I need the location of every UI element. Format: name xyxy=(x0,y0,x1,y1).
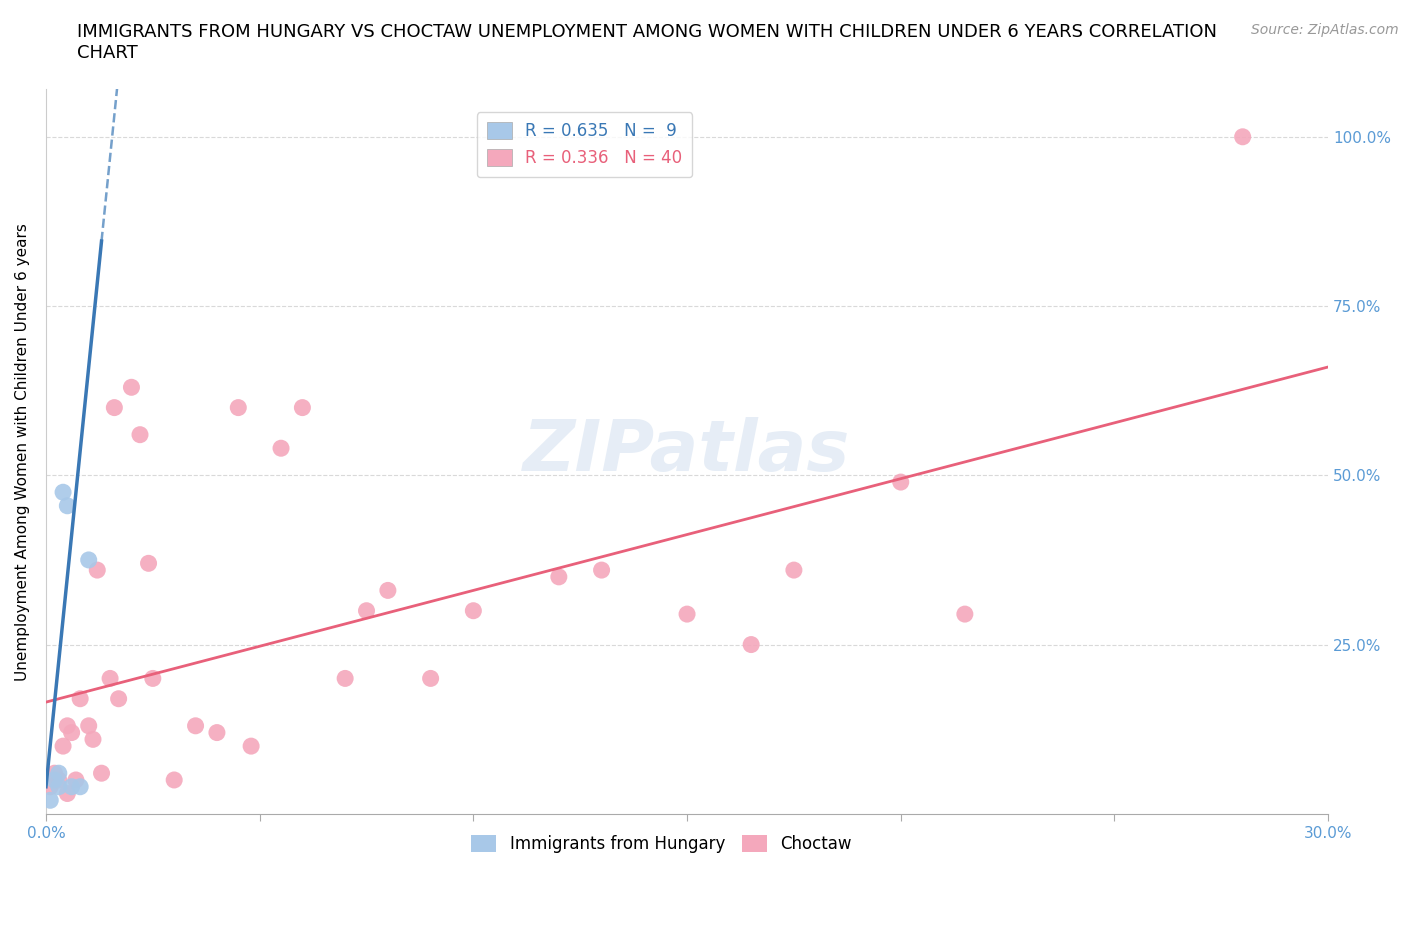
Point xyxy=(547,569,569,584)
Point xyxy=(163,773,186,788)
Legend: Immigrants from Hungary, Choctaw: Immigrants from Hungary, Choctaw xyxy=(464,829,858,860)
Point xyxy=(69,691,91,706)
Point xyxy=(291,400,314,415)
Text: IMMIGRANTS FROM HUNGARY VS CHOCTAW UNEMPLOYMENT AMONG WOMEN WITH CHILDREN UNDER : IMMIGRANTS FROM HUNGARY VS CHOCTAW UNEMP… xyxy=(77,23,1218,62)
Point xyxy=(77,718,100,733)
Point xyxy=(463,604,485,618)
Point xyxy=(890,474,912,489)
Point xyxy=(240,738,263,753)
Point xyxy=(60,725,83,740)
Point xyxy=(44,765,66,780)
Point xyxy=(184,718,207,733)
Point xyxy=(69,779,91,794)
Point xyxy=(120,379,142,394)
Point xyxy=(103,400,125,415)
Point xyxy=(1232,129,1254,144)
Point xyxy=(98,671,121,685)
Point xyxy=(591,563,613,578)
Point xyxy=(48,765,70,780)
Point xyxy=(740,637,762,652)
Point xyxy=(52,485,75,499)
Point xyxy=(77,552,100,567)
Point xyxy=(90,765,112,780)
Y-axis label: Unemployment Among Women with Children Under 6 years: Unemployment Among Women with Children U… xyxy=(15,222,30,681)
Point xyxy=(333,671,356,685)
Point xyxy=(65,773,87,788)
Point xyxy=(419,671,441,685)
Point xyxy=(676,606,699,621)
Point xyxy=(226,400,249,415)
Point xyxy=(52,738,75,753)
Text: ZIPatlas: ZIPatlas xyxy=(523,418,851,486)
Point xyxy=(953,606,976,621)
Point xyxy=(138,556,160,571)
Point xyxy=(783,563,806,578)
Point xyxy=(82,732,104,747)
Point xyxy=(56,786,79,801)
Point xyxy=(107,691,129,706)
Point xyxy=(86,563,108,578)
Point xyxy=(205,725,228,740)
Point xyxy=(56,498,79,513)
Text: Source: ZipAtlas.com: Source: ZipAtlas.com xyxy=(1251,23,1399,37)
Point xyxy=(142,671,165,685)
Point xyxy=(48,779,70,794)
Point xyxy=(39,793,62,808)
Point xyxy=(56,718,79,733)
Point xyxy=(129,427,152,442)
Point xyxy=(39,779,62,794)
Point xyxy=(270,441,292,456)
Point xyxy=(60,779,83,794)
Point xyxy=(44,773,66,788)
Point xyxy=(48,773,70,788)
Point xyxy=(377,583,399,598)
Point xyxy=(356,604,378,618)
